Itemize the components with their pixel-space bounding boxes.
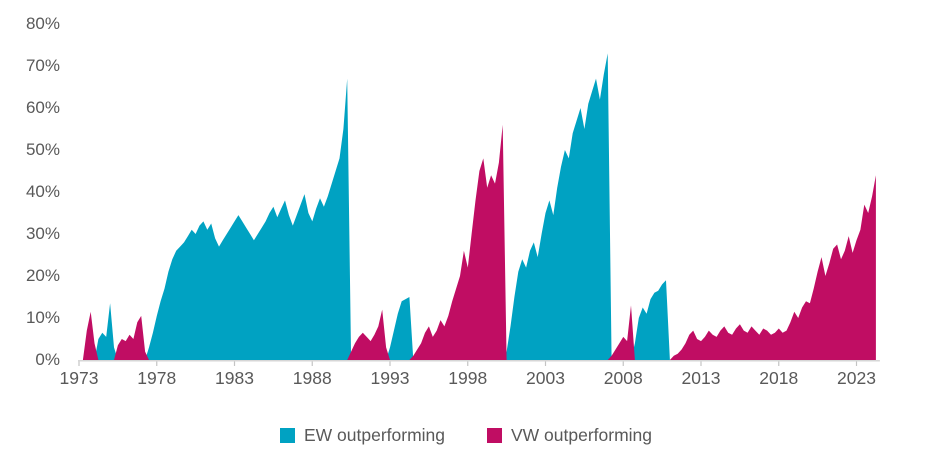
- legend-swatch-icon: [487, 427, 502, 443]
- x-axis-label: 1978: [137, 368, 177, 388]
- y-axis-label: 70%: [25, 56, 60, 75]
- x-axis-label: 1983: [215, 368, 254, 388]
- y-axis-label: 60%: [25, 98, 60, 117]
- x-axis-label: 1993: [370, 368, 410, 388]
- legend-item-label: VW outperforming: [511, 425, 653, 445]
- y-axis-label: 80%: [25, 14, 60, 33]
- x-axis-ticks: [78, 361, 858, 366]
- x-axis-label: 1988: [292, 368, 332, 388]
- vw-area-series: [79, 124, 876, 360]
- y-axis-label: 50%: [25, 140, 60, 159]
- y-axis-label: 40%: [25, 182, 60, 201]
- x-axis-label: 1998: [448, 368, 488, 388]
- y-axis-label: 0%: [35, 350, 60, 369]
- x-axis-label: 2013: [681, 368, 721, 388]
- x-axis-label: 2003: [526, 368, 565, 388]
- x-axis-label: 1973: [59, 368, 99, 388]
- x-axis-label: 2023: [837, 368, 876, 388]
- legend-swatch-icon: [279, 427, 295, 443]
- chart-area: [78, 53, 880, 366]
- legend-item-label: EW outperforming: [303, 425, 445, 445]
- y-axis-label: 10%: [25, 308, 60, 327]
- legend-item: VW outperforming: [487, 425, 652, 445]
- x-axis-label: 2018: [759, 368, 799, 388]
- ew-area-series: [79, 53, 876, 361]
- legend-item: EW outperforming: [279, 425, 445, 445]
- legend: EW outperforming VW outperforming: [0, 420, 932, 450]
- y-axis-label: 30%: [25, 224, 60, 243]
- y-axis-label: 20%: [25, 266, 60, 285]
- x-axis-label: 2008: [603, 368, 643, 388]
